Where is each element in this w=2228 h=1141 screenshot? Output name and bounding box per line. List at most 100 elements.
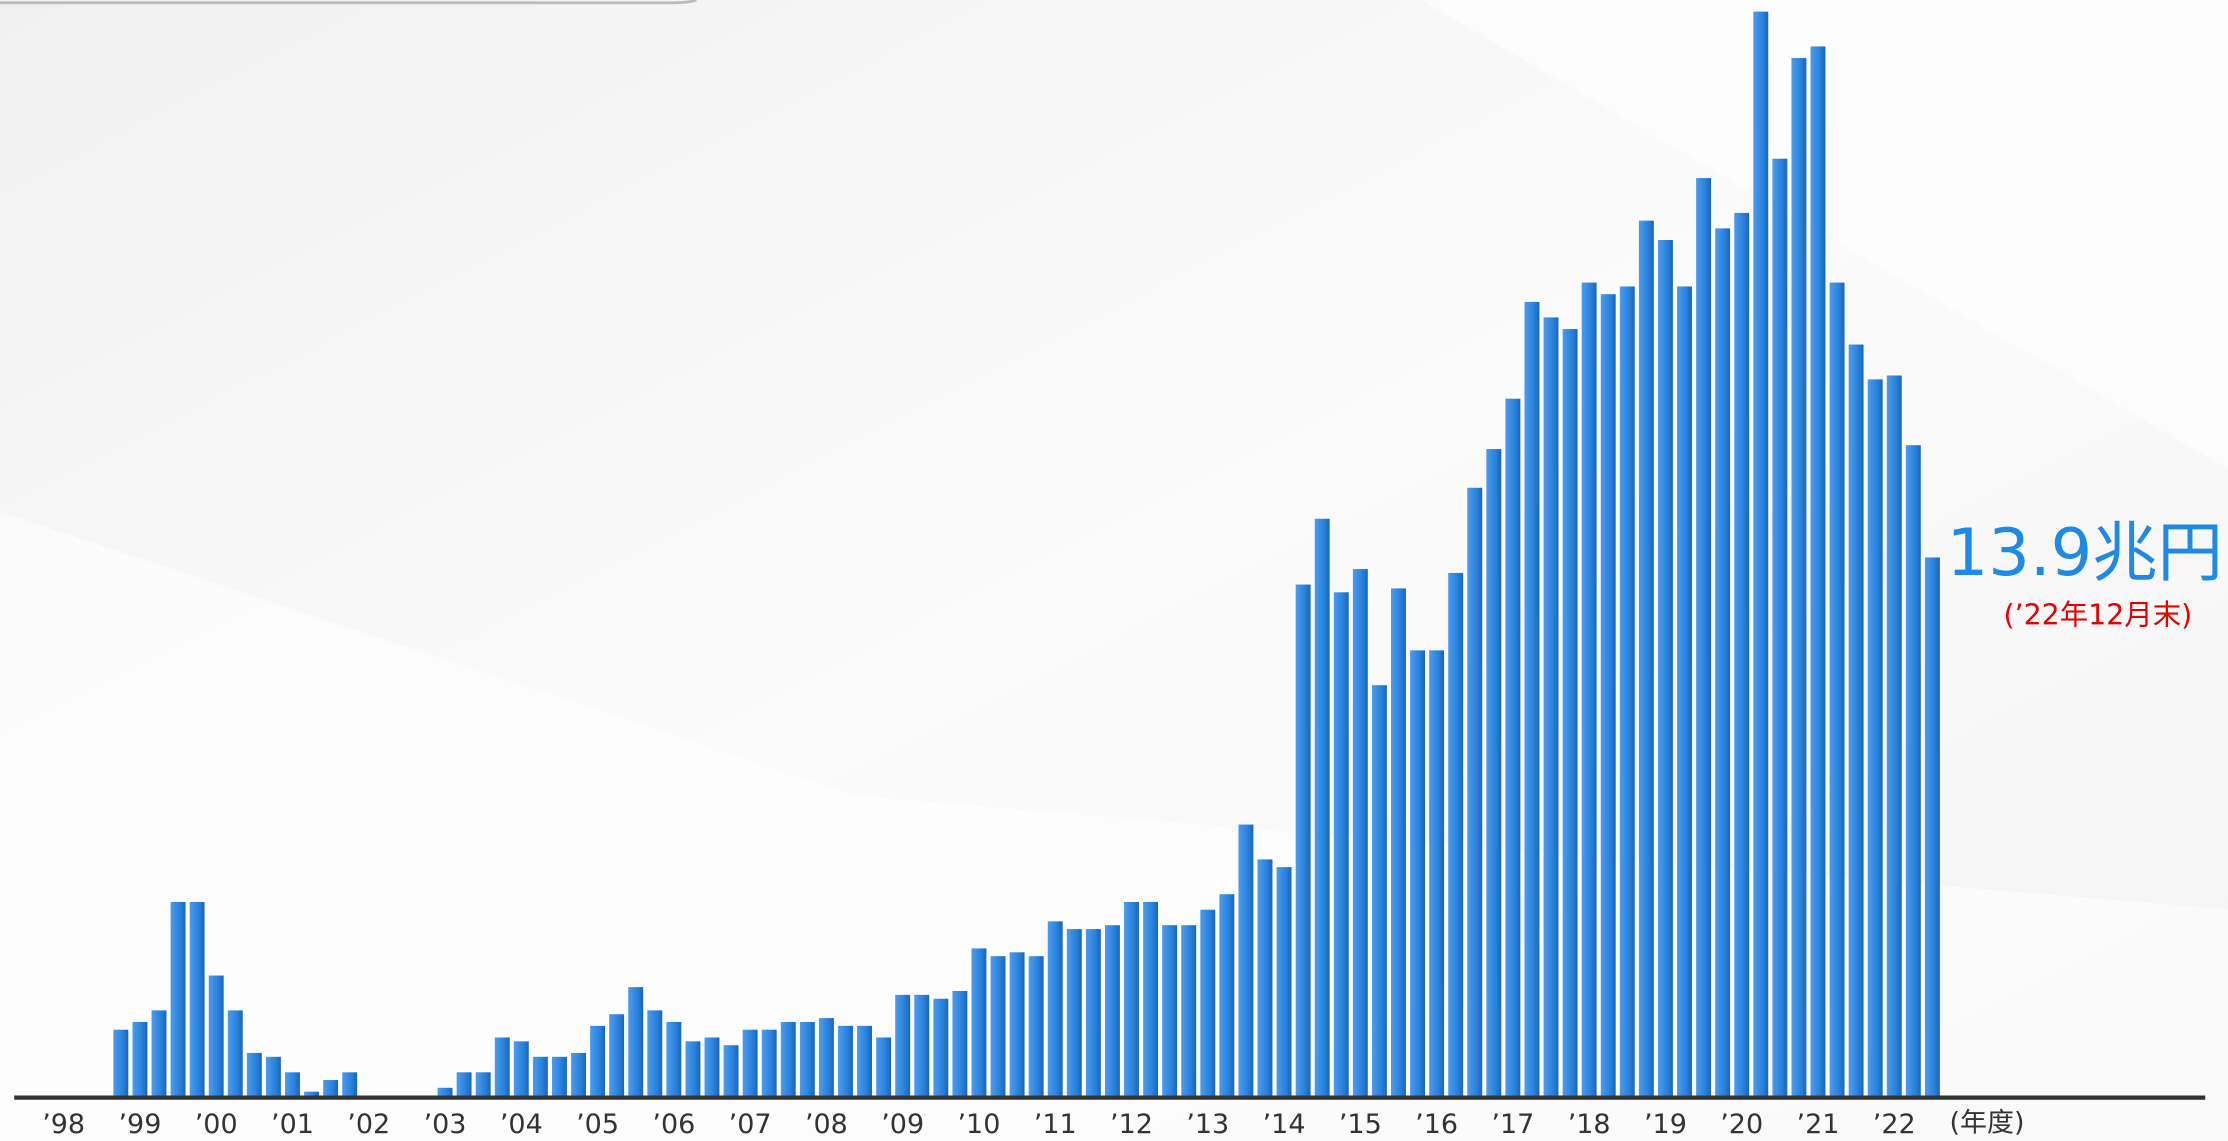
bar	[1562, 329, 1578, 1096]
bar	[818, 1018, 834, 1096]
bar	[761, 1029, 777, 1096]
bar	[437, 1087, 453, 1096]
bar	[1486, 449, 1502, 1096]
bar	[1124, 901, 1139, 1096]
bar	[780, 1021, 796, 1096]
bar	[742, 1029, 758, 1096]
x-tick-label: ’10	[957, 1109, 1000, 1140]
bar	[1524, 301, 1540, 1096]
x-tick-label: ’19	[1644, 1109, 1687, 1140]
bar	[1371, 685, 1387, 1096]
bar	[1410, 650, 1425, 1096]
bar	[952, 991, 968, 1096]
x-tick-label: ’20	[1720, 1109, 1763, 1140]
bar	[170, 901, 186, 1096]
bar	[590, 1025, 606, 1096]
bar	[799, 1021, 815, 1096]
x-tick-label: ’12	[1110, 1109, 1153, 1140]
bar	[1448, 572, 1464, 1096]
bar	[1677, 286, 1692, 1096]
bar	[1696, 178, 1712, 1096]
bar	[1085, 929, 1101, 1096]
bar	[1333, 592, 1349, 1096]
bar	[1295, 584, 1311, 1096]
bar	[1657, 240, 1673, 1096]
bar	[1905, 445, 1921, 1096]
bar	[1638, 220, 1654, 1096]
bar	[1791, 58, 1807, 1096]
annotation-note: (’22年12月末)	[2003, 599, 2192, 632]
bar	[1848, 344, 1864, 1096]
bar	[1867, 379, 1883, 1096]
bar	[456, 1072, 472, 1096]
x-tick-label: ’07	[729, 1109, 772, 1140]
bar	[1314, 518, 1330, 1096]
x-tick-label: ’16	[1415, 1109, 1458, 1140]
bar	[571, 1052, 586, 1096]
x-tick-label: ’98	[42, 1109, 85, 1140]
bar	[1829, 282, 1845, 1096]
x-tick-label: ’03	[424, 1109, 467, 1140]
bar	[304, 1091, 320, 1096]
bar	[1581, 282, 1597, 1096]
x-tick-label: ’06	[652, 1109, 695, 1140]
bar	[1600, 294, 1616, 1096]
bar	[475, 1072, 491, 1096]
bar	[1715, 228, 1731, 1096]
bar	[513, 1041, 529, 1096]
bar	[113, 1029, 129, 1096]
bar	[1200, 909, 1216, 1096]
x-tick-label: ’01	[271, 1109, 314, 1140]
bar	[838, 1025, 853, 1096]
x-tick-label: ’99	[118, 1109, 161, 1140]
bar	[1009, 952, 1025, 1096]
bar	[1066, 929, 1082, 1096]
x-axis-unit: (年度)	[1950, 1107, 2025, 1138]
x-tick-label: ’08	[805, 1109, 848, 1140]
bar	[895, 994, 911, 1096]
bar	[1028, 956, 1044, 1096]
bar	[323, 1080, 339, 1096]
bar	[1181, 925, 1197, 1096]
bar	[151, 1010, 167, 1096]
bar	[1505, 398, 1521, 1096]
frame-edge	[0, 0, 697, 5]
bar	[1886, 375, 1902, 1096]
bar	[704, 1037, 720, 1096]
bar	[647, 1010, 663, 1096]
bar	[1219, 894, 1235, 1096]
bar	[1352, 569, 1368, 1096]
bar	[1619, 286, 1635, 1096]
bar	[1162, 925, 1178, 1096]
x-tick-label: ’15	[1339, 1109, 1382, 1140]
bar	[1810, 46, 1826, 1096]
x-tick-label: ’05	[576, 1109, 619, 1140]
bar	[609, 1014, 625, 1096]
x-tick-label: ’17	[1491, 1109, 1534, 1140]
bar	[1143, 901, 1159, 1096]
bar	[532, 1056, 548, 1096]
bar	[1772, 158, 1788, 1096]
bar	[971, 948, 987, 1096]
bar	[1429, 650, 1445, 1096]
bar	[208, 975, 224, 1096]
bar	[666, 1021, 682, 1096]
bar	[189, 901, 205, 1096]
bar	[132, 1021, 148, 1096]
bar	[876, 1037, 892, 1096]
bar	[246, 1052, 262, 1096]
bar	[285, 1072, 300, 1096]
bar	[990, 956, 1006, 1096]
x-tick-label: ’04	[500, 1109, 543, 1140]
bar	[342, 1072, 358, 1096]
bar	[227, 1010, 243, 1096]
bar	[1734, 212, 1750, 1096]
bar	[1047, 921, 1063, 1096]
x-tick-label: ’18	[1568, 1109, 1611, 1140]
bar	[1753, 11, 1769, 1096]
x-tick-label: ’13	[1186, 1109, 1229, 1140]
bar	[857, 1025, 873, 1096]
bar	[1467, 487, 1483, 1096]
bar	[494, 1037, 510, 1096]
